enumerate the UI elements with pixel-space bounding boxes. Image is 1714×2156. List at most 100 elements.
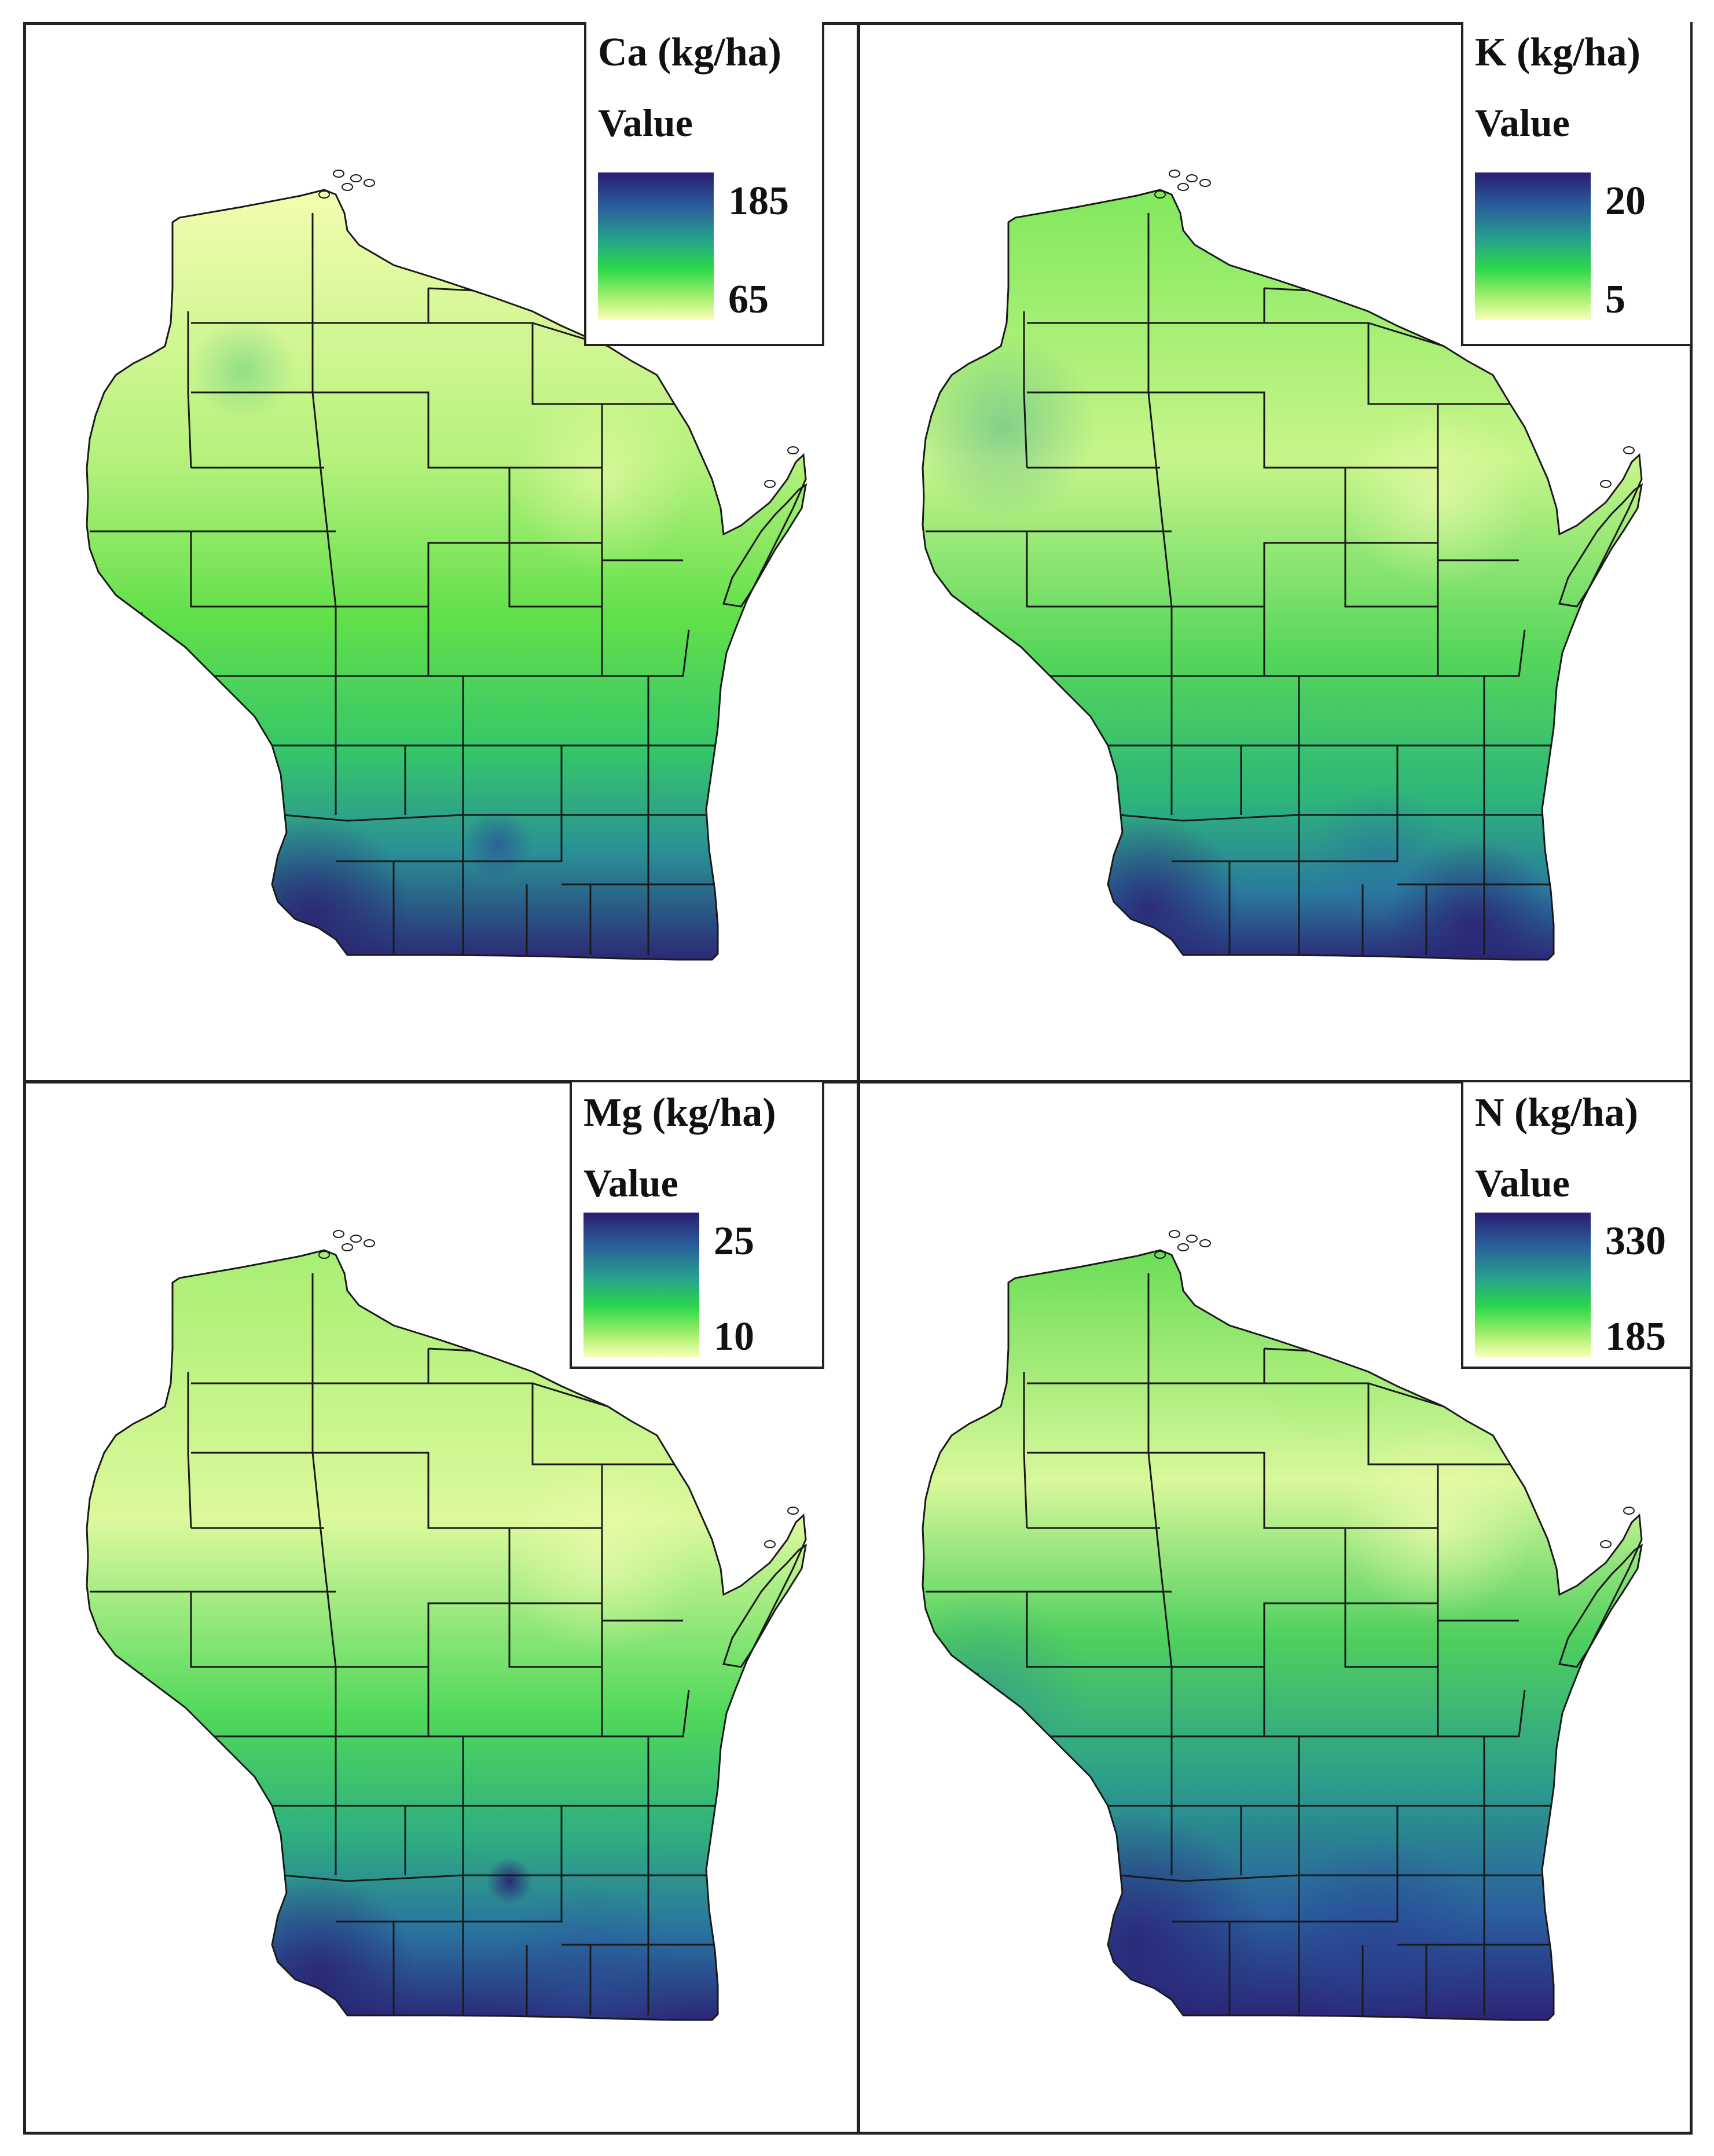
county-boundary (138, 612, 143, 717)
map-n (922, 1230, 1643, 2021)
raster-hotspot (486, 1858, 533, 1904)
legend-title: Ca (kg/ha) (598, 30, 781, 75)
island-outline (1186, 1235, 1198, 1243)
county-boundary (1023, 311, 1028, 468)
island-outline (333, 1230, 344, 1238)
raster-surface (87, 1250, 806, 2020)
island-outline (1623, 1507, 1635, 1515)
county-boundary (926, 1591, 1172, 1668)
legend-title: Mg (kg/ha) (583, 1090, 776, 1135)
county-boundary (428, 1382, 602, 1466)
county-boundary (1344, 1603, 1439, 1668)
legend-min-value: 185 (1605, 1314, 1666, 1359)
county-boundary (508, 1603, 603, 1668)
island-outline (318, 190, 330, 199)
raster-hotspot (923, 1592, 1085, 1788)
raster-hotspot (1056, 815, 1241, 960)
peninsula-outline (722, 483, 808, 608)
legend-n: N (kg/ha) Value 330 185 (1461, 1082, 1693, 1369)
legend-title: N (kg/ha) (1475, 1090, 1638, 1135)
state-outline (922, 189, 1643, 961)
raster-hotspot (1311, 786, 1449, 925)
legend-color-ramp (1475, 172, 1591, 320)
island-outline (1186, 174, 1198, 182)
raster-hotspot (463, 809, 533, 879)
island-outline (787, 1507, 799, 1515)
island-outline (1199, 1239, 1211, 1247)
county-boundary (311, 1452, 337, 1667)
panel-divider-horizontal (23, 1080, 1693, 1083)
figure: Ca (kg/ha) Value 185 65 K (kg/ha) Value … (23, 22, 1693, 2135)
legend-mg: Mg (kg/ha) Value 25 10 (570, 1082, 824, 1369)
county-boundary (138, 1672, 143, 1777)
county-boundary (1299, 1875, 1399, 1923)
panel-ca: Ca (kg/ha) Value 185 65 (23, 22, 857, 1077)
legend-color-ramp (583, 1213, 699, 1357)
county-boundary (1147, 392, 1173, 607)
legend-max-value: 330 (1605, 1219, 1666, 1264)
county-boundary (1148, 391, 1345, 469)
county-boundary (1172, 1602, 1345, 1668)
panel-divider-vertical (857, 22, 860, 2135)
county-boundary (1172, 542, 1345, 608)
raster-hotspot (923, 335, 1096, 520)
county-boundary (974, 1672, 979, 1777)
island-outline (318, 1251, 330, 1259)
county-boundary (602, 1689, 690, 1738)
island-outline (342, 1243, 353, 1251)
county-boundary (508, 543, 603, 608)
county-boundary (509, 403, 677, 469)
peninsula-outline (1558, 483, 1643, 608)
island-outline (1623, 446, 1635, 454)
county-boundary (463, 1805, 563, 1876)
county-boundary (311, 392, 337, 607)
county-boundary (602, 629, 690, 677)
state-outline (86, 1249, 807, 2021)
county-boundary (926, 530, 1172, 608)
raster-hotspot (1276, 1835, 1484, 2020)
county-boundary (1299, 815, 1399, 862)
legend-max-value: 185 (728, 179, 789, 223)
county-boundary (463, 1875, 563, 1923)
county-boundary (187, 1372, 192, 1529)
county-boundary (1264, 1382, 1438, 1466)
county-boundary (187, 311, 192, 468)
panel-n: N (kg/ha) Value 330 185 (859, 1082, 1693, 2137)
legend-min-value: 10 (714, 1314, 754, 1359)
county-boundary (1148, 1452, 1345, 1529)
map-mg (86, 1230, 808, 2021)
county-boundary (1345, 403, 1513, 469)
island-outline (350, 174, 362, 182)
legend-subtitle: Value (1475, 101, 1570, 145)
panel-mg: Mg (kg/ha) Value 25 10 (23, 1082, 857, 2137)
county-boundary (974, 612, 979, 717)
island-outline (1177, 1243, 1189, 1251)
island-outline (342, 183, 353, 191)
county-boundary (1345, 1463, 1513, 1529)
legend-min-value: 65 (728, 277, 769, 322)
county-boundary (1023, 1372, 1028, 1529)
raster-hotspot (1010, 1812, 1264, 2020)
peninsula-outline (722, 1543, 808, 1668)
island-outline (764, 480, 776, 488)
island-outline (1177, 183, 1189, 191)
raster-hotspot (214, 815, 411, 960)
legend-min-value: 5 (1605, 277, 1625, 322)
island-outline (1199, 179, 1211, 187)
county-boundary (1147, 1452, 1173, 1667)
county-boundary (1344, 543, 1439, 608)
county-boundary (428, 322, 602, 405)
county-boundary (532, 1382, 608, 1408)
raster-hotspot (1253, 1302, 1392, 1441)
county-boundary (313, 1452, 509, 1529)
county-boundary (336, 542, 509, 608)
state-outline (922, 1249, 1643, 2021)
island-outline (764, 1540, 776, 1548)
county-boundary (463, 815, 563, 862)
county-boundary (1264, 322, 1438, 405)
county-boundary (313, 391, 509, 469)
county-boundary (509, 1463, 677, 1529)
county-boundary (336, 1602, 509, 1668)
county-boundary (463, 744, 563, 816)
county-boundary (90, 1591, 336, 1668)
